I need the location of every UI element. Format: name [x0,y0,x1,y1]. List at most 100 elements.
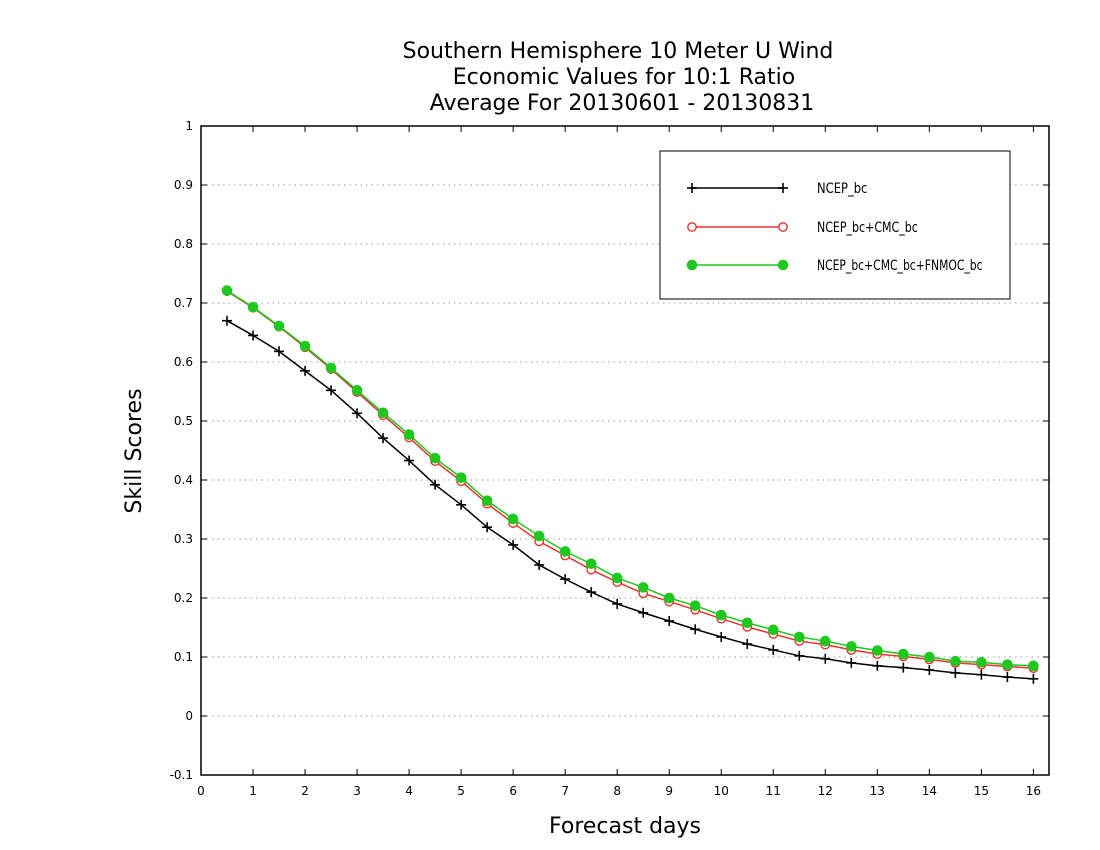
data-point-filled-circle [976,657,987,668]
y-tick-label: 0.1 [174,650,193,664]
data-point-plus [976,669,987,680]
data-point-plus [950,667,961,678]
series-1 [222,315,1039,684]
legend-label: NCEP_bc [817,181,867,197]
data-point-plus [1002,672,1013,683]
data-point-plus [716,631,727,642]
legend: NCEP_bc NCEP_bc+CMC_bc NCEP_bc+CMC_bc+FNMO… [659,150,1011,300]
data-point-filled-circle [767,624,779,636]
title-line-2: Economic Values for 10:1 Ratio [453,65,795,90]
x-tick-label: 12 [818,784,833,798]
data-point-plus [898,662,909,673]
data-point-filled-circle [715,609,727,621]
data-point-filled-circle [898,648,909,660]
x-tick-label: 13 [870,784,885,798]
data-point-plus [378,433,389,444]
data-point-filled-circle [777,259,789,271]
legend-label: NCEP_bc+CMC_bc [817,220,918,236]
series-3 [221,285,1039,672]
data-point-plus [248,330,259,341]
x-axis-label: Forecast days [549,814,701,839]
data-point-filled-circle [377,407,389,419]
y-tick-label: 0.6 [174,355,193,369]
data-point-open-circle [687,222,697,232]
data-point-plus [768,644,779,655]
data-point-filled-circle [793,631,805,643]
x-tick-label: 11 [766,784,781,798]
data-point-filled-circle [611,572,623,584]
legend-item: NCEP_bc+CMC_bc+FNMOC_bc [686,258,983,274]
data-point-plus [846,657,857,668]
data-point-filled-circle [846,641,857,652]
data-point-filled-circle [507,513,519,525]
data-point-plus [820,653,831,664]
data-point-filled-circle [689,600,701,611]
data-point-filled-circle [299,340,311,352]
y-axis-ticks: -0.1 0 0.1 0.2 0.3 0.4 0.5 0.6 0.7 0.8 0.9 1 [170,119,1049,782]
plot-frame [200,125,1050,776]
y-tick-label: 0.2 [174,591,193,605]
x-tick-label: 1 [249,784,257,798]
data-point-plus [456,499,467,510]
data-point-filled-circle [637,582,649,593]
data-point-plus [612,598,623,609]
x-tick-label: 16 [1026,784,1041,798]
x-tick-label: 14 [922,784,937,798]
data-point-filled-circle [872,645,883,656]
data-point-plus [586,587,597,598]
data-point-filled-circle [481,495,493,506]
legend-box [659,150,1011,300]
data-point-filled-circle [325,362,337,374]
title-line-3: Average For 20130601 - 20130831 [430,91,815,116]
data-point-plus [638,607,649,618]
data-point-plus [560,574,571,585]
chart-title: Southern Hemisphere 10 Meter U Wind Econ… [403,39,834,116]
y-tick-label: 0.9 [174,178,193,192]
data-point-filled-circle [403,429,415,440]
x-tick-label: 2 [301,784,309,798]
data-point-filled-circle [924,651,935,663]
x-tick-label: 0 [197,784,205,798]
data-point-filled-circle [455,472,467,483]
legend-item: NCEP_bc+CMC_bc [687,220,918,236]
data-point-filled-circle [741,617,753,629]
grid [201,184,1049,717]
y-axis-label: Skill Scores [122,388,147,513]
data-point-plus [404,455,415,466]
data-point-plus [664,616,675,627]
title-line-1: Southern Hemisphere 10 Meter U Wind [403,39,834,64]
x-tick-label: 4 [405,784,413,798]
data-point-filled-circle [351,385,363,396]
x-tick-label: 9 [665,784,673,798]
data-point-filled-circle [429,452,441,464]
data-point-filled-circle [585,558,597,570]
x-tick-label: 15 [974,784,989,798]
data-point-filled-circle [273,320,285,332]
data-point-plus [482,522,493,533]
data-point-plus [742,639,753,650]
y-tick-label: 0.5 [174,414,193,428]
data-point-filled-circle [686,259,698,271]
y-tick-label: 0.7 [174,296,193,310]
data-point-plus [690,624,701,635]
data-point-filled-circle [1028,660,1039,672]
data-point-plus [687,183,697,193]
data-point-plus [794,650,805,661]
data-point-filled-circle [819,635,831,647]
data-point-plus [300,365,311,376]
data-point-filled-circle [221,285,233,296]
legend-label: NCEP_bc+CMC_bc+FNMOC_bc [817,258,983,274]
data-point-filled-circle [1002,659,1013,670]
data-point-plus [274,346,285,357]
data-point-plus [872,660,883,671]
y-tick-label: 1 [185,119,193,133]
data-point-plus [778,183,788,193]
x-tick-label: 8 [613,784,621,798]
data-point-plus [326,385,337,396]
data-point-plus [508,539,519,550]
y-tick-label: 0.4 [174,473,193,487]
data-point-plus [1028,673,1039,684]
x-tick-label: 3 [353,784,361,798]
data-point-plus [924,664,935,675]
